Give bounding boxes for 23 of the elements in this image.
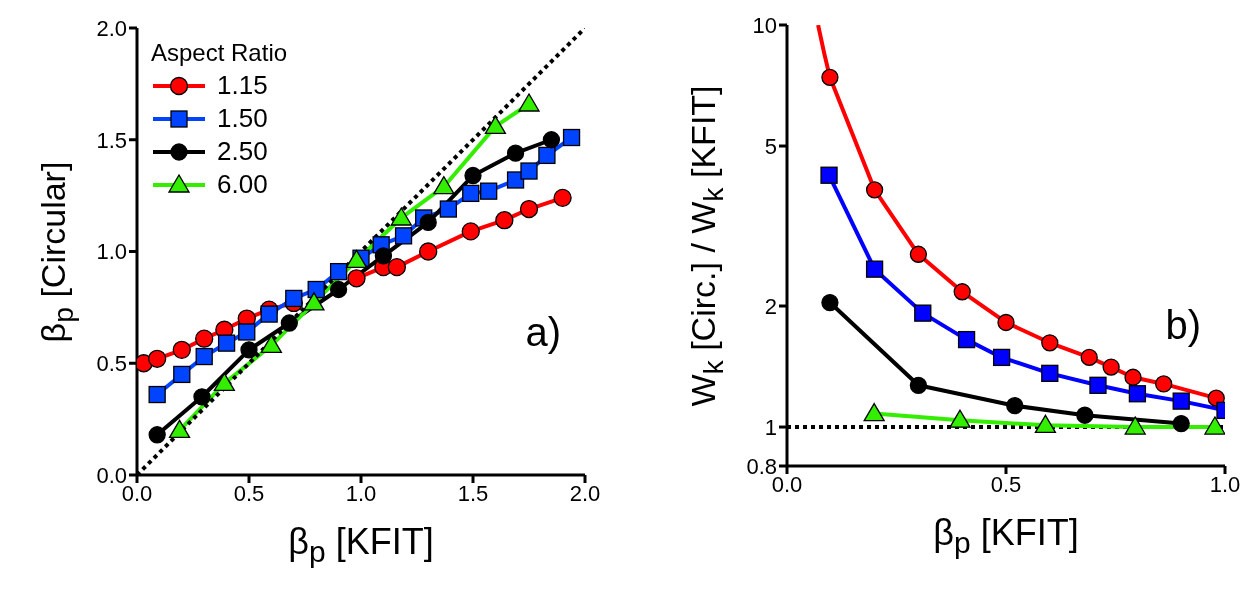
legend-label: 1.15 [217, 69, 268, 102]
y-tick-label: 10 [752, 12, 777, 38]
legend-title: Aspect Ratio [151, 38, 288, 68]
y-tick-label: 1.0 [96, 239, 127, 265]
y-tick-label: 1 [764, 414, 777, 440]
annotation: b) [1165, 302, 1201, 348]
x-axis-title: β$_{p}$ [KFIT] [287, 521, 435, 570]
legend-label: 6.00 [217, 168, 268, 201]
x-axis-title: β$_{p}$ [KFIT] [932, 512, 1080, 561]
y-tick-label: 0.5 [96, 351, 127, 377]
y-tick-label: 5 [764, 133, 777, 159]
x-tick-label: 1.0 [1209, 471, 1241, 497]
y-tick-label: 1.5 [96, 127, 127, 153]
y-tick-label: 2.0 [96, 15, 127, 41]
x-tick-label: 0.5 [233, 480, 265, 506]
x-tick-label: 1.5 [457, 480, 489, 506]
x-tick-label: 2.0 [569, 480, 601, 506]
annotation: a) [525, 309, 561, 355]
x-tick-label: 0.5 [990, 471, 1022, 497]
legend-label: 2.50 [217, 135, 268, 168]
y-tick-label: 2 [764, 293, 777, 319]
legend-label: 1.50 [217, 102, 268, 135]
x-tick-label: 1.0 [345, 480, 377, 506]
